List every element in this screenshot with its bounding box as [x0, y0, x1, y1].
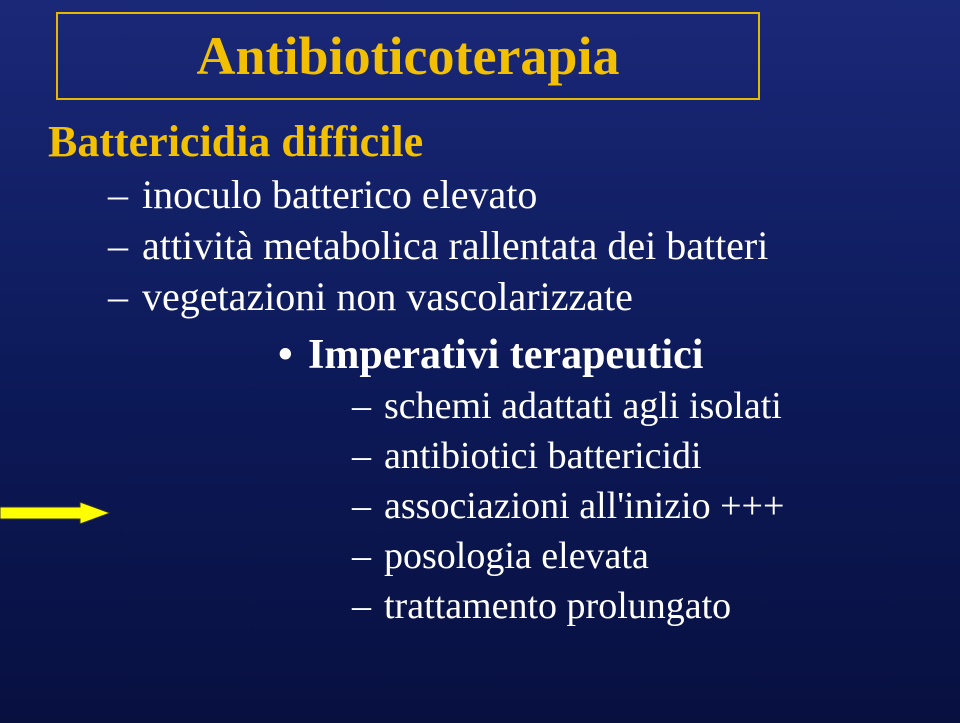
list-item: schemi adattati agli isolati — [352, 381, 908, 431]
list-item: antibiotici battericidi — [352, 431, 908, 481]
title-box: Antibioticoterapia — [56, 12, 760, 100]
list-item: posologia elevata — [352, 531, 908, 581]
arrow-icon — [0, 502, 110, 524]
section-heading: Battericidia difficile — [48, 116, 908, 167]
list-item: attività metabolica rallentata dei batte… — [108, 220, 908, 271]
list-item: trattamento prolungato — [352, 581, 908, 631]
slide-title: Antibioticoterapia — [197, 25, 620, 87]
level2-list: schemi adattati agli isolati antibiotici… — [352, 381, 908, 632]
list-item: inoculo batterico elevato — [108, 169, 908, 220]
level1-list: inoculo batterico elevato attività metab… — [108, 169, 908, 323]
list-item: vegetazioni non vascolarizzate — [108, 271, 908, 322]
list-item: associazioni all'inizio +++ — [352, 481, 908, 531]
bullet-heading: Imperativi terapeutici — [278, 331, 908, 379]
content-area: Battericidia difficile inoculo batterico… — [48, 112, 908, 631]
